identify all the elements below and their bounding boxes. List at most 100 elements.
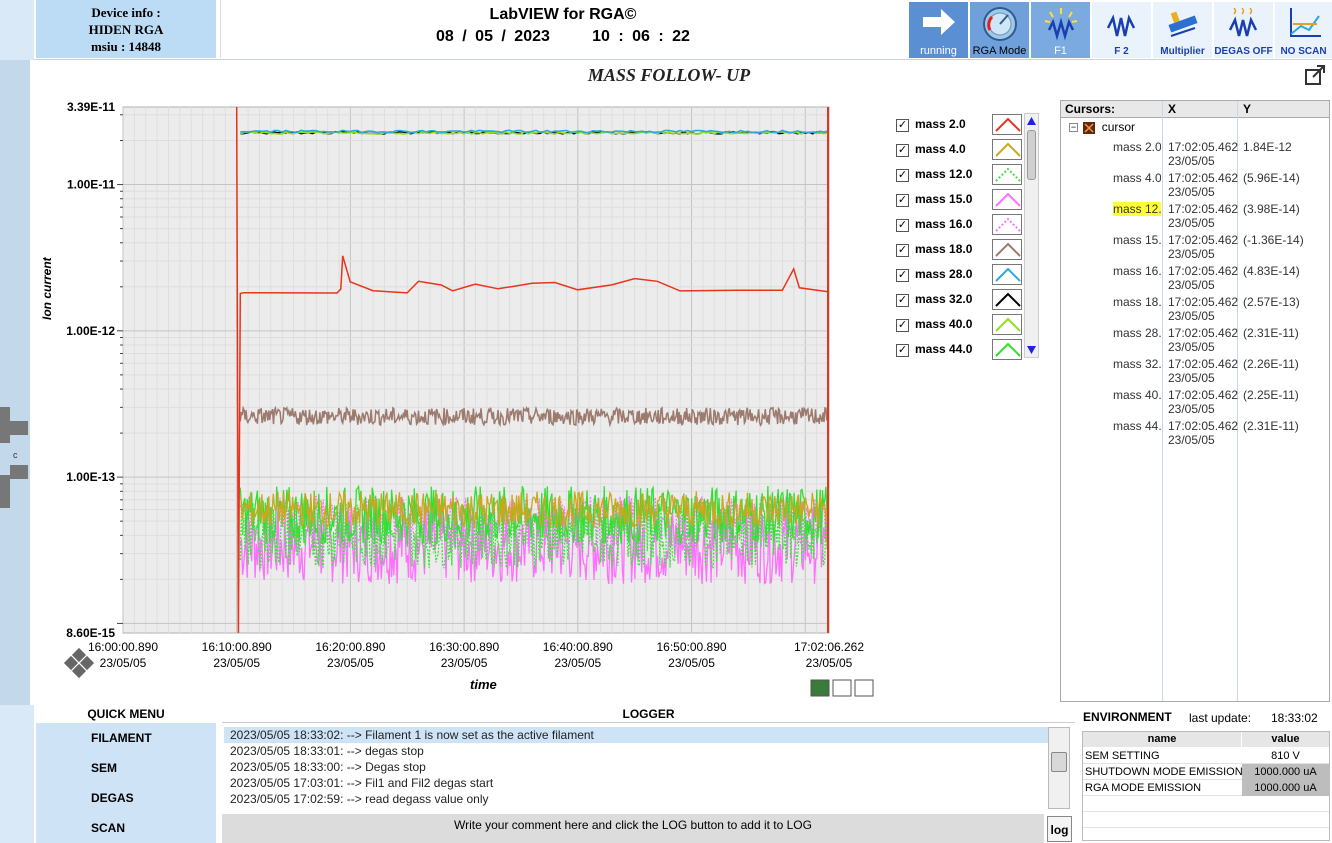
legend-swatch[interactable] (992, 289, 1022, 310)
rga-mode-button[interactable]: RGA Mode (970, 2, 1029, 58)
cursor-row-name: mass 2.0 (1113, 140, 1161, 154)
x-tick-label: 23/05/05 (441, 656, 488, 670)
legend-checkbox[interactable]: ✓ (896, 319, 909, 332)
collapse-handle-icon[interactable]: c (0, 405, 28, 510)
scan-icon (1290, 8, 1321, 37)
legend-swatch[interactable] (992, 139, 1022, 160)
running-button[interactable]: running (909, 2, 968, 58)
legend-swatch[interactable] (992, 189, 1022, 210)
pan-tool-icon (854, 679, 874, 697)
log-list[interactable]: 2023/05/05 18:33:02: --> Filament 1 is n… (224, 727, 1048, 809)
legend-checkbox[interactable]: ✓ (896, 344, 909, 357)
multiplier-button[interactable]: Multiplier (1153, 2, 1212, 58)
legend-swatch[interactable] (992, 314, 1022, 335)
svg-text:c: c (13, 450, 18, 460)
legend-swatch[interactable] (992, 214, 1022, 235)
cursor-row-x-time: 17:02:05.462 (1168, 202, 1239, 216)
degas-button[interactable]: DEGAS OFF (1214, 2, 1273, 58)
cursor-row[interactable]: mass 18. 17:02:05.462 23/05/05 (2.57E-13) (1061, 290, 1329, 323)
log-entry[interactable]: 2023/05/05 17:02:59: --> read degass val… (230, 792, 489, 806)
no-scan-button[interactable]: NO SCAN (1275, 2, 1332, 58)
legend-checkbox[interactable]: ✓ (896, 269, 909, 282)
scroll-down-icon[interactable] (1025, 344, 1038, 356)
x-tick-label: 16:10:00.890 (202, 640, 272, 654)
device-info-panel: Device info : HIDEN RGA msiu : 14848 (36, 0, 216, 58)
legend-swatch[interactable] (992, 164, 1022, 185)
filament-2-button[interactable]: F 2 (1092, 2, 1151, 58)
legend-scroll-thumb[interactable] (1027, 130, 1036, 180)
legend-item[interactable]: ✓ mass 18.0 (892, 237, 1032, 262)
x-tick-label: 16:30:00.890 (429, 640, 499, 654)
log-entry[interactable]: 2023/05/05 18:33:00: --> Degas stop (230, 760, 426, 774)
environment-table[interactable]: name value SEM SETTING 810 V SHUTDOWN MO… (1082, 731, 1330, 841)
legend-swatch[interactable] (992, 339, 1022, 360)
log-button[interactable]: log (1047, 816, 1072, 842)
legend-checkbox[interactable]: ✓ (896, 194, 909, 207)
scroll-up-icon[interactable] (1025, 115, 1038, 127)
legend-item[interactable]: ✓ mass 44.0 (892, 337, 1032, 362)
quick-menu-filament[interactable]: FILAMENT (91, 731, 152, 745)
y-tick-label: 3.39E-11 (67, 100, 115, 114)
mass-follow-up-chart[interactable]: 3.39E-11 1.00E-11 1.00E-12 1.00E-13 8.60E-15… (34, 90, 884, 700)
quick-menu-scan[interactable]: SCAN (91, 821, 126, 835)
cursor-tree-root[interactable]: − cursor (1069, 120, 1135, 134)
legend-label: mass 16.0 (915, 217, 973, 231)
legend-swatch[interactable] (992, 114, 1022, 135)
env-row-empty (1083, 796, 1329, 812)
cursor-row[interactable]: mass 4.0 17:02:05.462 23/05/05 (5.96E-14) (1061, 166, 1329, 199)
legend-checkbox[interactable]: ✓ (896, 169, 909, 182)
cursor-header-x: X (1168, 102, 1177, 116)
palette-cell (79, 655, 95, 671)
y-tick-label: 1.00E-11 (67, 178, 115, 192)
cursor-row[interactable]: mass 44. 17:02:05.462 23/05/05 (2.31E-11) (1061, 414, 1329, 447)
env-header-value: value (1242, 732, 1329, 747)
legend-item[interactable]: ✓ mass 28.0 (892, 262, 1032, 287)
legend-item[interactable]: ✓ mass 40.0 (892, 312, 1032, 337)
rga-mode-label: RGA Mode (972, 45, 1027, 57)
quick-menu-degas[interactable]: DEGAS (91, 791, 134, 805)
filament-1-button[interactable]: F1 (1031, 2, 1090, 58)
legend-checkbox[interactable]: ✓ (896, 219, 909, 232)
legend-checkbox[interactable]: ✓ (896, 144, 909, 157)
legend-swatch[interactable] (992, 264, 1022, 285)
cursor-row-x-time: 17:02:05.462 (1168, 326, 1239, 340)
legend-checkbox[interactable]: ✓ (896, 119, 909, 132)
cursor-row[interactable]: mass 32. 17:02:05.462 23/05/05 (2.26E-11) (1061, 352, 1329, 385)
legend-item[interactable]: ✓ mass 15.0 (892, 187, 1032, 212)
cursor-table[interactable]: Cursors: X Y − cursor mass 2.0 17:02:05.4… (1060, 100, 1330, 702)
popout-icon[interactable] (1304, 64, 1328, 86)
legend-swatch[interactable] (992, 239, 1022, 260)
cursor-row[interactable]: mass 2.0 17:02:05.462 23/05/05 1.84E-12 (1061, 135, 1329, 168)
legend-checkbox[interactable]: ✓ (896, 294, 909, 307)
legend-item[interactable]: ✓ mass 16.0 (892, 212, 1032, 237)
cursor-row[interactable]: mass 12. 17:02:05.462 23/05/05 (3.98E-14) (1061, 197, 1329, 230)
cursor-row[interactable]: mass 40. 17:02:05.462 23/05/05 (2.25E-11) (1061, 383, 1329, 416)
env-row[interactable]: RGA MODE EMISSION 1000.000 uA (1083, 780, 1329, 796)
cursor-row[interactable]: mass 15. 17:02:05.462 23/05/05 (-1.36E-14) (1061, 228, 1329, 261)
legend-checkbox[interactable]: ✓ (896, 244, 909, 257)
legend-item[interactable]: ✓ mass 4.0 (892, 137, 1032, 162)
log-entry[interactable]: 2023/05/05 18:33:01: --> degas stop (230, 744, 424, 758)
log-scroll-thumb[interactable] (1051, 752, 1067, 772)
cursor-row[interactable]: mass 16. 17:02:05.462 23/05/05 (4.83E-14) (1061, 259, 1329, 292)
legend-item[interactable]: ✓ mass 12.0 (892, 162, 1032, 187)
log-comment-input[interactable]: Write your comment here and click the LO… (222, 814, 1044, 843)
legend-scrollbar[interactable] (1024, 113, 1039, 358)
left-strip-top (0, 0, 34, 60)
log-scrollbar[interactable] (1048, 727, 1070, 809)
logger-panel: LOGGER 2023/05/05 18:33:02: --> Filament… (222, 705, 1075, 843)
x-tick-label: 23/05/05 (554, 656, 601, 670)
legend-item[interactable]: ✓ mass 2.0 (892, 112, 1032, 137)
legend-item[interactable]: ✓ mass 32.0 (892, 287, 1032, 312)
cursor-row-y: (5.96E-14) (1243, 171, 1300, 185)
quick-menu-sem[interactable]: SEM (91, 761, 118, 775)
cursor-row[interactable]: mass 28. 17:02:05.462 23/05/05 (2.31E-11) (1061, 321, 1329, 354)
env-row[interactable]: SEM SETTING 810 V (1083, 748, 1329, 764)
env-row[interactable]: SHUTDOWN MODE EMISSION 1000.000 uA (1083, 764, 1329, 780)
palette-cell (63, 655, 79, 671)
collapse-icon[interactable]: − (1069, 122, 1078, 133)
log-entry[interactable]: 2023/05/05 18:33:02: --> Filament 1 is n… (224, 727, 1048, 743)
degas-label: DEGAS OFF (1214, 46, 1273, 57)
log-entry[interactable]: 2023/05/05 17:03:01: --> Fil1 and Fil2 d… (230, 776, 494, 790)
datetime-display: 08 / 05 / 2023 10 : 06 : 22 (221, 28, 905, 46)
